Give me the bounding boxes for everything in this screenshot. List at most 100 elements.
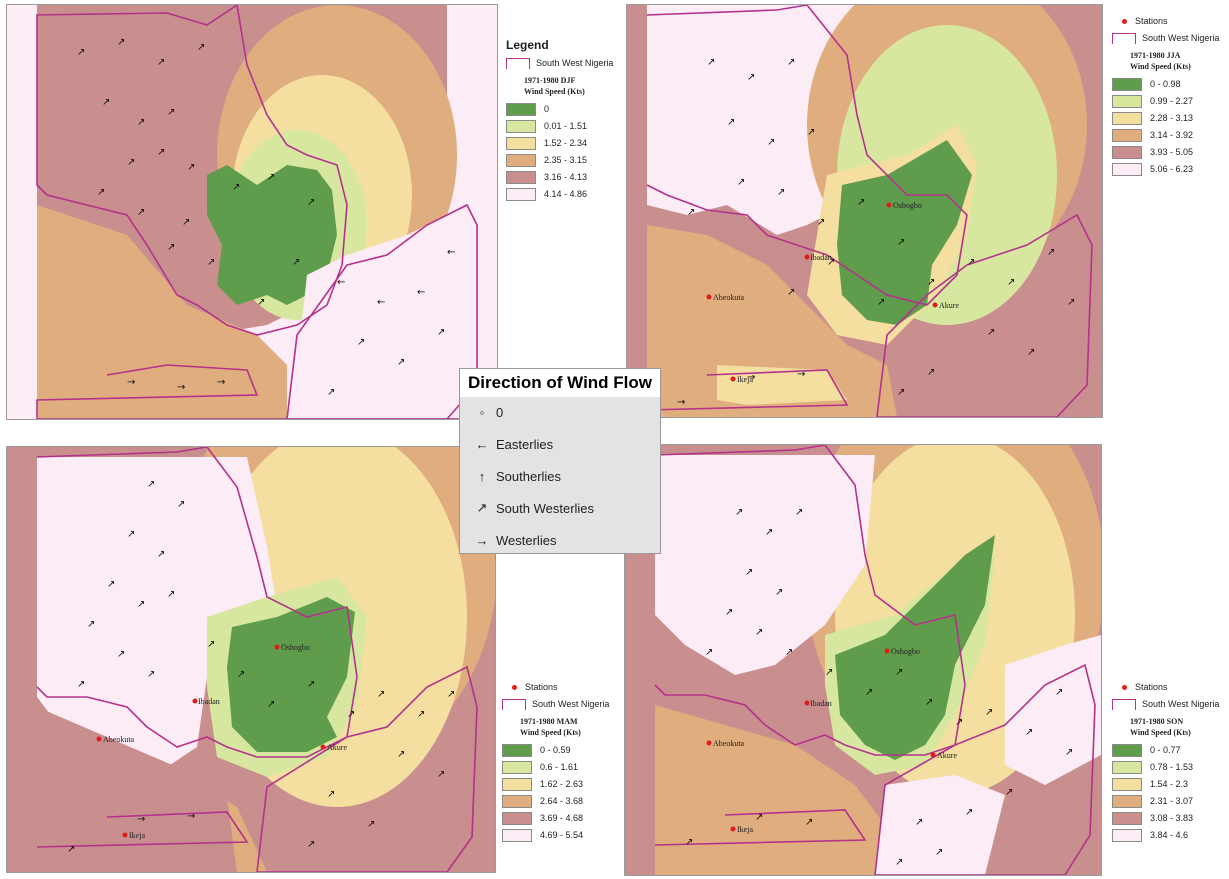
wind-legend-label: Southerlies — [496, 468, 562, 484]
stations-label: Stations — [1135, 682, 1168, 692]
stations-label: Stations — [525, 682, 558, 692]
svg-text:↗: ↗ — [77, 679, 85, 690]
svg-text:↗: ↗ — [865, 687, 873, 698]
arrow-right-icon: → — [475, 532, 489, 548]
svg-text:↗: ↗ — [787, 287, 795, 298]
boundary-label: South West Nigeria — [532, 699, 610, 709]
class-range-label: 5.06 - 6.23 — [1150, 164, 1194, 174]
svg-text:←: ← — [447, 247, 455, 258]
class-range-label: 2.28 - 3.13 — [1150, 113, 1194, 123]
town-label: Oshogbo — [281, 643, 310, 652]
class-swatch — [1112, 777, 1142, 791]
class-range-label: 0.78 - 1.53 — [1150, 762, 1194, 772]
svg-text:↗: ↗ — [397, 357, 405, 368]
class-range-label: 3.84 - 4.6 — [1150, 830, 1189, 840]
svg-text:↗: ↗ — [787, 57, 795, 68]
stations-legend-row: Stations — [502, 680, 614, 694]
town-label: Abeokuta — [713, 739, 745, 748]
class-row: 0.01 - 1.51 — [506, 119, 618, 133]
svg-text:↗: ↗ — [777, 187, 785, 198]
period-label: 1971-1980 SON — [1130, 717, 1184, 726]
class-row: 3.69 - 4.68 — [502, 811, 614, 825]
class-swatch — [502, 811, 532, 825]
svg-text:→: → — [797, 369, 805, 380]
wind-speed-map-djf: ↗ ↗ ↗ ↗ ↗ ↗ ↗ ↗ ↗ ↗ ↗ ↗ ↗ ↗ ↗ ↗ ↗ ↗ ↗ ↗ ← ← ← ← ↗ ↗ ↗ ↗ → → → — [7, 5, 497, 419]
class-row: 0 - 0.98 — [1112, 77, 1224, 91]
svg-text:↗: ↗ — [755, 627, 763, 638]
class-range-label: 1.52 - 2.34 — [544, 138, 588, 148]
svg-text:↗: ↗ — [985, 707, 993, 718]
svg-text:↗: ↗ — [167, 107, 175, 118]
svg-text:↗: ↗ — [895, 857, 903, 868]
class-range-label: 0.01 - 1.51 — [544, 121, 588, 131]
class-swatch — [1112, 111, 1142, 125]
svg-text:↗: ↗ — [927, 367, 935, 378]
svg-text:↗: ↗ — [1025, 727, 1033, 738]
class-swatch — [1112, 145, 1142, 159]
stations-legend-row: Stations — [1112, 680, 1224, 694]
class-swatch — [1112, 794, 1142, 808]
svg-text:→: → — [217, 377, 225, 388]
class-row: 1.62 - 2.63 — [502, 777, 614, 791]
town-label: Akure — [937, 751, 957, 760]
class-range-label: 2.31 - 3.07 — [1150, 796, 1194, 806]
svg-text:↗: ↗ — [157, 57, 165, 68]
legend-djf: Legend South West Nigeria 1971-1980 DJF … — [506, 38, 618, 204]
svg-text:↗: ↗ — [687, 207, 695, 218]
svg-text:↗: ↗ — [737, 177, 745, 188]
svg-text:↗: ↗ — [707, 57, 715, 68]
wind-arrows-son: ↗ ↗ ↗ ↗ ↗ ↗ ↗ ↗ ↗ ↗ ↗ ↗ ↗ ↗ ↗ ↗ ↗ ↗ ↗ ↗ ↗ ↗ ↗ ↗ ↗ ↗ — [685, 507, 1073, 868]
class-row: 3.08 - 3.83 — [1112, 811, 1224, 825]
svg-text:↗: ↗ — [935, 847, 943, 858]
svg-text:↗: ↗ — [987, 327, 995, 338]
svg-text:↗: ↗ — [367, 819, 375, 830]
class-row: 2.31 - 3.07 — [1112, 794, 1224, 808]
wind-legend-label: 0 — [496, 404, 504, 420]
station-markers-jja — [706, 202, 938, 382]
class-range-label: 2.35 - 3.15 — [544, 155, 588, 165]
svg-text:↗: ↗ — [377, 689, 385, 700]
class-swatch — [502, 760, 532, 774]
svg-text:↗: ↗ — [895, 667, 903, 678]
station-dot-icon — [1122, 18, 1127, 24]
boundary-legend-row: South West Nigeria — [506, 56, 618, 70]
class-range-label: 0 - 0.98 — [1150, 79, 1181, 89]
wind-speed-map-mam: ↗ ↗ ↗ ↗ ↗ ↗ ↗ ↗ ↗ ↗ ↗ ↗ ↗ ↗ ↗ ↗ ↗ ↗ ↗ ↗ ↗ ↗ ↗ ↗ → → ↗ Oshogb… — [7, 447, 495, 872]
wind-arrows-jja: ↗ ↗ ↗ ↗ ↗ ↗ ↗ ↗ ↗ ↗ ↗ ↗ ↗ ↗ ↗ ↗ ↗ ↗ ↗ ↗ ↗ ↗ → → → ↗ ↗ — [677, 57, 1075, 408]
svg-text:↗: ↗ — [167, 589, 175, 600]
class-row: 1.54 - 2.3 — [1112, 777, 1224, 791]
svg-text:↗: ↗ — [1005, 787, 1013, 798]
svg-text:↗: ↗ — [805, 817, 813, 828]
boundary-label: South West Nigeria — [1142, 699, 1220, 709]
svg-text:↗: ↗ — [825, 667, 833, 678]
period-label: 1971-1980 MAM — [520, 717, 578, 726]
class-list: 0 - 0.77 0.78 - 1.53 1.54 - 2.3 2.31 - 3.07… — [1112, 743, 1224, 842]
class-row: 3.93 - 5.05 — [1112, 145, 1224, 159]
svg-text:↗: ↗ — [745, 567, 753, 578]
class-range-label: 3.14 - 3.92 — [1150, 130, 1194, 140]
svg-text:↗: ↗ — [767, 137, 775, 148]
class-swatch — [1112, 162, 1142, 176]
wind-legend-item: ← Easterlies — [468, 433, 554, 455]
boundary-symbol-icon — [1112, 698, 1136, 710]
unit-label: Wind Speed (Kts) — [524, 87, 585, 96]
wind-arrows-mam: ↗ ↗ ↗ ↗ ↗ ↗ ↗ ↗ ↗ ↗ ↗ ↗ ↗ ↗ ↗ ↗ ↗ ↗ ↗ ↗ ↗ ↗ ↗ ↗ → → ↗ — [67, 479, 455, 855]
class-range-label: 0.6 - 1.61 — [540, 762, 579, 772]
class-list: 0 - 0.59 0.6 - 1.61 1.62 - 2.63 2.64 - 3.68… — [502, 743, 614, 842]
wind-speed-map-jja: ↗ ↗ ↗ ↗ ↗ ↗ ↗ ↗ ↗ ↗ ↗ ↗ ↗ ↗ ↗ ↗ ↗ ↗ ↗ ↗ ↗ ↗ → → → ↗ ↗ Osbogb… — [627, 5, 1102, 417]
svg-text:↗: ↗ — [77, 47, 85, 58]
class-swatch — [506, 153, 536, 167]
boundary-label: South West Nigeria — [536, 58, 614, 68]
svg-text:↗: ↗ — [897, 237, 905, 248]
arrow-up-icon: ↑ — [478, 468, 486, 484]
svg-text:↗: ↗ — [897, 387, 905, 398]
svg-text:↗: ↗ — [127, 157, 135, 168]
svg-text:↗: ↗ — [955, 717, 963, 728]
zero-marker-icon: ◦ — [479, 404, 485, 420]
class-swatch — [1112, 77, 1142, 91]
class-range-label: 4.14 - 4.86 — [544, 189, 588, 199]
town-label: Akure — [327, 743, 347, 752]
svg-text:↗: ↗ — [747, 72, 755, 83]
class-range-label: 0 - 0.59 — [540, 745, 571, 755]
svg-text:→: → — [177, 382, 185, 393]
